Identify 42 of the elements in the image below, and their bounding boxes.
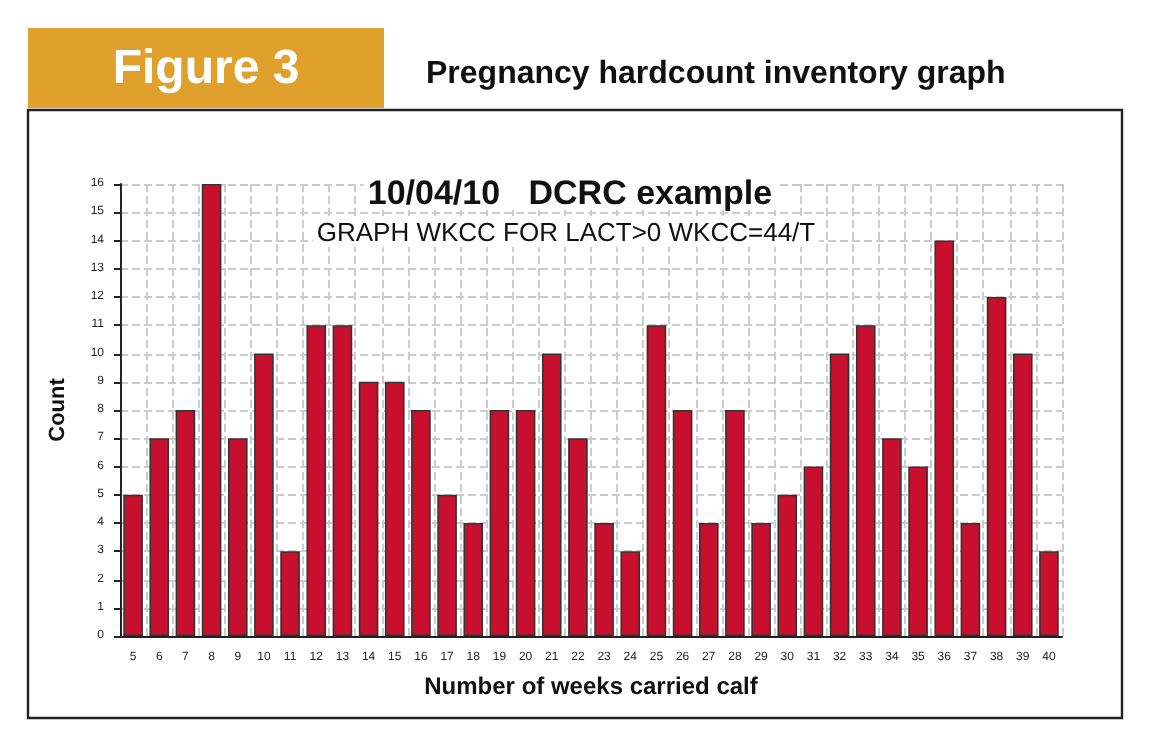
bar — [201, 184, 222, 636]
bar — [751, 523, 771, 636]
bar — [725, 410, 745, 636]
bar — [437, 494, 457, 636]
bar — [411, 410, 431, 636]
bar — [541, 353, 562, 636]
bar — [620, 551, 641, 636]
y-axis-title: Count — [45, 377, 70, 442]
bar — [280, 551, 300, 636]
bar — [986, 297, 1007, 636]
bar — [306, 325, 327, 636]
bar — [960, 523, 981, 636]
bar — [463, 523, 484, 636]
bar — [698, 523, 719, 636]
caption: Figure 3 — [112, 41, 300, 95]
bar — [358, 381, 379, 636]
bar — [515, 410, 536, 636]
annotation: GRAPH WKCC FOR LACT>0 WKCC=44/T — [316, 217, 816, 247]
bar — [594, 523, 614, 636]
bar — [149, 438, 170, 636]
bar — [227, 438, 248, 636]
bar — [1012, 353, 1033, 636]
bar — [489, 410, 510, 636]
x-axis-title: Number of weeks carried calf — [424, 671, 760, 700]
bar — [123, 494, 143, 636]
bar — [777, 494, 798, 636]
bar — [803, 466, 824, 636]
bar — [882, 438, 902, 636]
bar — [646, 325, 667, 636]
bar — [254, 353, 274, 636]
bar — [568, 438, 588, 636]
bar — [332, 325, 353, 636]
chart-title: Pregnancy hardcount inventory graph — [426, 57, 1006, 91]
bar — [175, 410, 196, 636]
bar — [934, 240, 955, 636]
bar — [384, 381, 405, 636]
bar — [672, 410, 693, 636]
bar — [1039, 551, 1059, 636]
bar — [855, 325, 876, 636]
bar — [908, 466, 928, 636]
bar — [829, 353, 850, 636]
chart-subtitle: 10/04/10 DCRC example — [367, 174, 773, 212]
